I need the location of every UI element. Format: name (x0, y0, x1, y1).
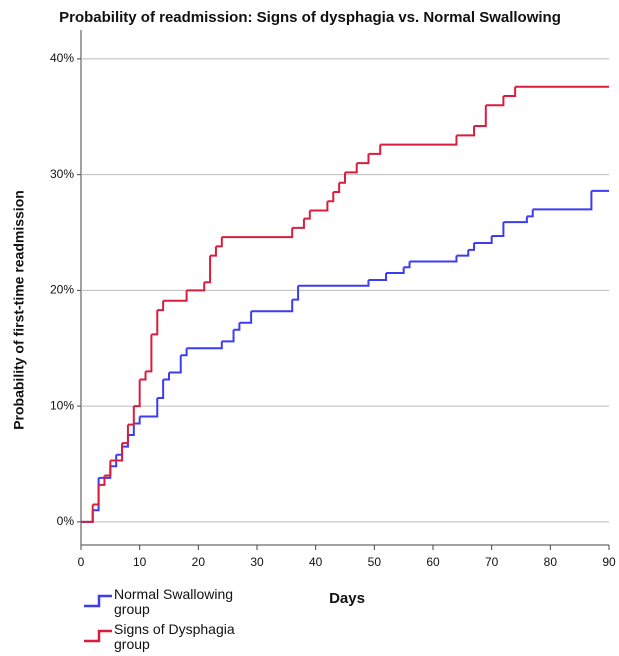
step-segment (474, 236, 493, 244)
legend-swatch (84, 629, 112, 643)
x-tick-label: 90 (602, 555, 616, 569)
step-segment (239, 311, 253, 324)
step-segment (98, 475, 106, 486)
step-segment (403, 261, 411, 269)
x-tick-label: 70 (485, 555, 499, 569)
step-segment (163, 290, 188, 302)
step-segment (122, 424, 129, 445)
step-segment (491, 222, 505, 237)
y-tick-label: 0% (57, 514, 75, 528)
step-segment (92, 484, 100, 506)
step-segment (503, 86, 517, 97)
y-tick-label: 30% (50, 167, 74, 181)
step-segment (456, 249, 470, 257)
step-segment (104, 460, 112, 477)
step-segment (327, 192, 335, 203)
step-segment (345, 163, 358, 174)
chart-title: Probability of readmission: Signs of dys… (59, 9, 561, 26)
y-tick-label: 20% (50, 283, 74, 297)
step-segment (133, 416, 141, 425)
step-segment (145, 334, 153, 373)
step-segment (157, 300, 165, 312)
step-segment (386, 267, 405, 275)
x-tick-label: 60 (426, 555, 440, 569)
step-segment (215, 237, 223, 248)
y-tick-label: 10% (50, 398, 74, 412)
step-segment (456, 126, 476, 137)
step-segment (292, 285, 300, 301)
step-segment (368, 273, 388, 281)
step-segment (409, 255, 458, 263)
step-segment (157, 379, 165, 400)
x-tick-label: 40 (309, 555, 323, 569)
legend-label: Normal Swallowing group (114, 586, 234, 617)
step-segment (163, 372, 170, 381)
x-axis-label: Days (329, 590, 365, 607)
step-segment (532, 190, 593, 211)
step-segment (110, 454, 118, 468)
step-segment (233, 322, 241, 331)
step-segment (139, 371, 147, 381)
step-segment (186, 282, 206, 292)
legend-label: Signs of Dysphagia group (114, 621, 235, 652)
step-segment (221, 329, 235, 343)
step-segment (339, 172, 346, 184)
y-tick-label: 40% (50, 51, 74, 65)
step-segment (180, 348, 188, 357)
step-segment (333, 182, 341, 194)
step-segment (485, 95, 505, 107)
legend-entry: Normal Swallowing group (84, 587, 234, 617)
step-segment (210, 246, 217, 257)
step-segment (292, 218, 305, 229)
step-segment (204, 255, 212, 284)
step-segment (380, 135, 458, 146)
step-segment (474, 105, 487, 128)
step-segment (169, 355, 182, 374)
y-axis-label: Probability of first-time readmission (11, 190, 27, 430)
legend-entry: Signs of Dysphagia group (84, 622, 235, 652)
step-segment (186, 341, 223, 350)
step-segment (303, 210, 311, 220)
legend-swatch (84, 594, 112, 608)
step-segment (110, 443, 124, 462)
step-segment (139, 398, 159, 418)
step-segment (221, 227, 294, 239)
x-tick-label: 30 (250, 555, 264, 569)
x-tick-label: 20 (192, 555, 206, 569)
step-segment (468, 242, 476, 251)
step-segment (133, 379, 141, 408)
x-tick-label: 80 (544, 555, 558, 569)
step-segment (503, 216, 528, 224)
step-segment (127, 406, 135, 426)
step-segment (81, 504, 94, 523)
x-tick-label: 0 (78, 555, 85, 569)
x-tick-label: 10 (133, 555, 147, 569)
step-segment (356, 153, 370, 165)
x-tick-label: 50 (368, 555, 382, 569)
step-segment (526, 209, 534, 218)
step-segment (251, 299, 294, 313)
step-segment (151, 310, 159, 336)
step-segment (81, 510, 94, 523)
step-segment (309, 201, 329, 212)
step-segment (127, 423, 135, 437)
step-segment (298, 279, 370, 287)
step-segment (368, 144, 382, 155)
